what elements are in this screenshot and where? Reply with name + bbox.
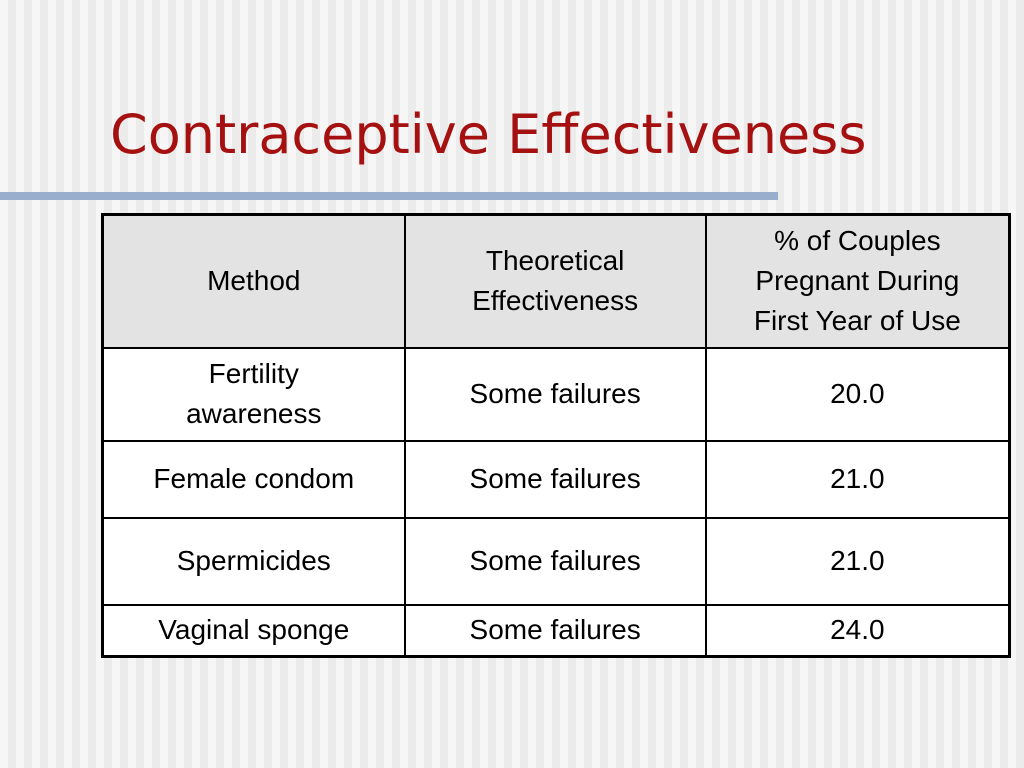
- header-percent-line: Pregnant During: [755, 265, 960, 297]
- cell-percent: 21.0: [704, 516, 1011, 606]
- cell-theoretical: Some failures: [403, 346, 707, 442]
- table-row: Vaginal sponge Some failures 24.0: [101, 603, 1011, 658]
- table-row: Female condom Some failures 21.0: [101, 439, 1011, 519]
- header-percent-pregnant: % of Couples Pregnant During First Year …: [704, 213, 1011, 349]
- header-percent-line: First Year of Use: [753, 305, 961, 337]
- cell-method: Vaginal sponge: [101, 603, 406, 658]
- method-line: Fertility: [208, 358, 299, 389]
- table-header-row: Method Theoretical Effectiveness % of Co…: [101, 213, 1011, 349]
- header-theoretical-line: Effectiveness: [472, 285, 639, 317]
- cell-theoretical: Some failures: [403, 439, 707, 519]
- table-row: Spermicides Some failures 21.0: [101, 516, 1011, 606]
- header-theoretical-line: Theoretical: [485, 245, 625, 277]
- header-percent-line: % of Couples: [774, 225, 941, 257]
- cell-method: Fertility awareness: [101, 346, 406, 442]
- title-underline-rule: [0, 192, 778, 200]
- slide-title: Contraceptive Effectiveness: [110, 103, 867, 166]
- cell-theoretical: Some failures: [403, 603, 707, 658]
- header-theoretical-effectiveness: Theoretical Effectiveness: [403, 213, 707, 349]
- cell-method: Spermicides: [101, 516, 406, 606]
- cell-percent: 24.0: [704, 603, 1011, 658]
- header-method: Method: [101, 213, 406, 349]
- method-line: Vaginal sponge: [158, 614, 350, 646]
- cell-percent: 21.0: [704, 439, 1011, 519]
- method-line: Spermicides: [176, 545, 331, 576]
- table-row: Fertility awareness Some failures 20.0: [101, 346, 1011, 442]
- contraceptive-effectiveness-table: Method Theoretical Effectiveness % of Co…: [101, 213, 1011, 658]
- cell-theoretical: Some failures: [403, 516, 707, 606]
- method-line: Female condom: [153, 463, 355, 494]
- cell-method: Female condom: [101, 439, 406, 519]
- cell-percent: 20.0: [704, 346, 1011, 442]
- header-method-line: Method: [207, 265, 301, 297]
- method-line: awareness: [186, 398, 322, 429]
